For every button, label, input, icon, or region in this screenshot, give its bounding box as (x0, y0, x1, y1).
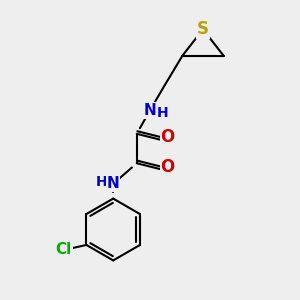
Text: Cl: Cl (56, 242, 72, 257)
Text: H: H (157, 106, 168, 120)
Text: O: O (160, 158, 175, 176)
Text: S: S (197, 20, 209, 38)
Text: H: H (96, 175, 108, 188)
Text: N: N (144, 103, 156, 118)
Text: O: O (160, 128, 175, 146)
Text: N: N (107, 176, 120, 191)
